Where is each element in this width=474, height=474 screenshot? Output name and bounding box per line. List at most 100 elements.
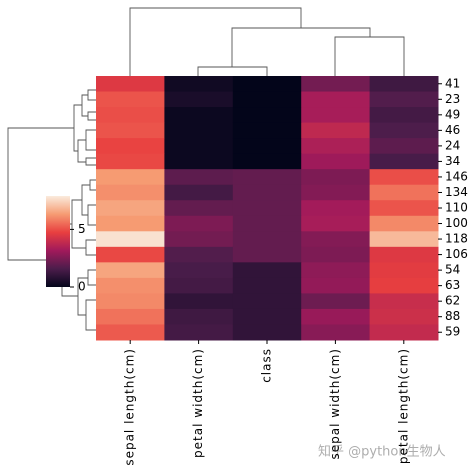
heatmap-cell xyxy=(301,231,371,248)
y-tick-label: 24 xyxy=(445,138,460,152)
heatmap-cell xyxy=(232,215,302,232)
x-tick-label: petal length(cm) xyxy=(396,348,410,464)
heatmap-cell xyxy=(232,324,302,341)
heatmap-cell xyxy=(96,138,165,155)
x-tick-label: sepal width(cm) xyxy=(328,348,342,459)
heatmap-cell xyxy=(96,153,165,170)
heatmap-cell xyxy=(232,91,302,108)
heatmap-cell xyxy=(96,324,165,341)
colorbar xyxy=(46,196,70,287)
heatmap-cell xyxy=(164,107,234,124)
y-tick-label: 59 xyxy=(445,325,460,339)
y-tick-label: 63 xyxy=(445,278,460,292)
heatmap-cell xyxy=(369,277,439,294)
heatmap-cell xyxy=(232,153,302,170)
heatmap-cell xyxy=(301,76,371,93)
heatmap-cell xyxy=(164,246,234,263)
heatmap-cell xyxy=(232,107,302,124)
heatmap-cell xyxy=(164,293,234,310)
heatmap-cell xyxy=(96,262,165,279)
heatmap-cell xyxy=(369,215,439,232)
y-tick-label: 134 xyxy=(445,185,468,199)
heatmap-cell xyxy=(232,231,302,248)
colorbar-tick-label: 0 xyxy=(78,280,86,294)
x-tick-label: petal width(cm) xyxy=(191,348,205,458)
heatmap-cell xyxy=(301,324,371,341)
heatmap-cell xyxy=(164,215,234,232)
y-tick-label: 34 xyxy=(445,154,460,168)
heatmap-cell xyxy=(301,293,371,310)
y-tick-label: 106 xyxy=(445,247,468,261)
heatmap-cell xyxy=(301,107,371,124)
heatmap-cell xyxy=(369,200,439,217)
heatmap-cell xyxy=(369,262,439,279)
heatmap-cell xyxy=(369,76,439,93)
heatmap-cell xyxy=(96,231,165,248)
heatmap-cell xyxy=(164,262,234,279)
y-tick-label: 23 xyxy=(445,92,460,106)
heatmap-cell xyxy=(301,169,371,186)
heatmap-cell xyxy=(96,293,165,310)
heatmap-cell xyxy=(301,262,371,279)
y-tick-label: 146 xyxy=(445,169,468,183)
heatmap-cell xyxy=(164,138,234,155)
heatmap-cell xyxy=(96,277,165,294)
watermark: 知乎 @python生物人 xyxy=(318,444,446,460)
heatmap-cell xyxy=(164,153,234,170)
heatmap-cell xyxy=(164,184,234,201)
heatmap-cell xyxy=(232,277,302,294)
y-tick-label: 41 xyxy=(445,76,460,90)
x-tick-label: sepal length(cm) xyxy=(123,348,137,466)
heatmap-cell xyxy=(164,231,234,248)
heatmap-cell xyxy=(232,184,302,201)
y-tick-label: 62 xyxy=(445,294,460,308)
heatmap-cell xyxy=(301,200,371,217)
heatmap-cell xyxy=(301,308,371,325)
heatmap-cell xyxy=(301,122,371,139)
heatmap-cell xyxy=(369,246,439,263)
y-tick-label: 110 xyxy=(445,201,468,215)
heatmap-cell xyxy=(369,308,439,325)
heatmap-cell xyxy=(369,169,439,186)
heatmap-cell xyxy=(232,76,302,93)
heatmap-cell xyxy=(232,246,302,263)
heatmap-cell xyxy=(232,200,302,217)
heatmap-cell xyxy=(96,169,165,186)
y-tick-label: 88 xyxy=(445,309,460,323)
heatmap-cell xyxy=(164,277,234,294)
column-dendrogram xyxy=(129,7,405,76)
heatmap-cell xyxy=(96,122,165,139)
heatmap-cell xyxy=(164,200,234,217)
heatmap-cell xyxy=(96,215,165,232)
heatmap-cell xyxy=(96,184,165,201)
heatmap-cell xyxy=(96,308,165,325)
heatmap-cell xyxy=(369,107,439,124)
heatmap-cell xyxy=(369,231,439,248)
heatmap-cell xyxy=(232,138,302,155)
heatmap-cell xyxy=(301,153,371,170)
heatmap-cell xyxy=(96,107,165,124)
y-tick-label: 118 xyxy=(445,232,468,246)
heatmap-cell xyxy=(369,122,439,139)
heatmap-cell xyxy=(301,184,371,201)
y-tick-label: 46 xyxy=(445,123,460,137)
y-tick-label: 100 xyxy=(445,216,468,230)
heatmap-cell xyxy=(232,122,302,139)
heatmap-cell xyxy=(164,91,234,108)
heatmap-cell xyxy=(232,169,302,186)
heatmap-cell xyxy=(164,169,234,186)
heatmap-cell xyxy=(301,246,371,263)
heatmap-cell xyxy=(164,76,234,93)
heatmap-cell xyxy=(232,293,302,310)
x-tick-label: class xyxy=(260,348,274,383)
heatmap-cell xyxy=(369,91,439,108)
heatmap-cell xyxy=(301,277,371,294)
heatmap-cell xyxy=(164,308,234,325)
heatmap-cell xyxy=(369,293,439,310)
heatmap-cell xyxy=(369,153,439,170)
heatmap-cell xyxy=(164,122,234,139)
heatmap-cell xyxy=(96,246,165,263)
heatmap-cell xyxy=(301,138,371,155)
y-tick-label: 54 xyxy=(445,263,460,277)
